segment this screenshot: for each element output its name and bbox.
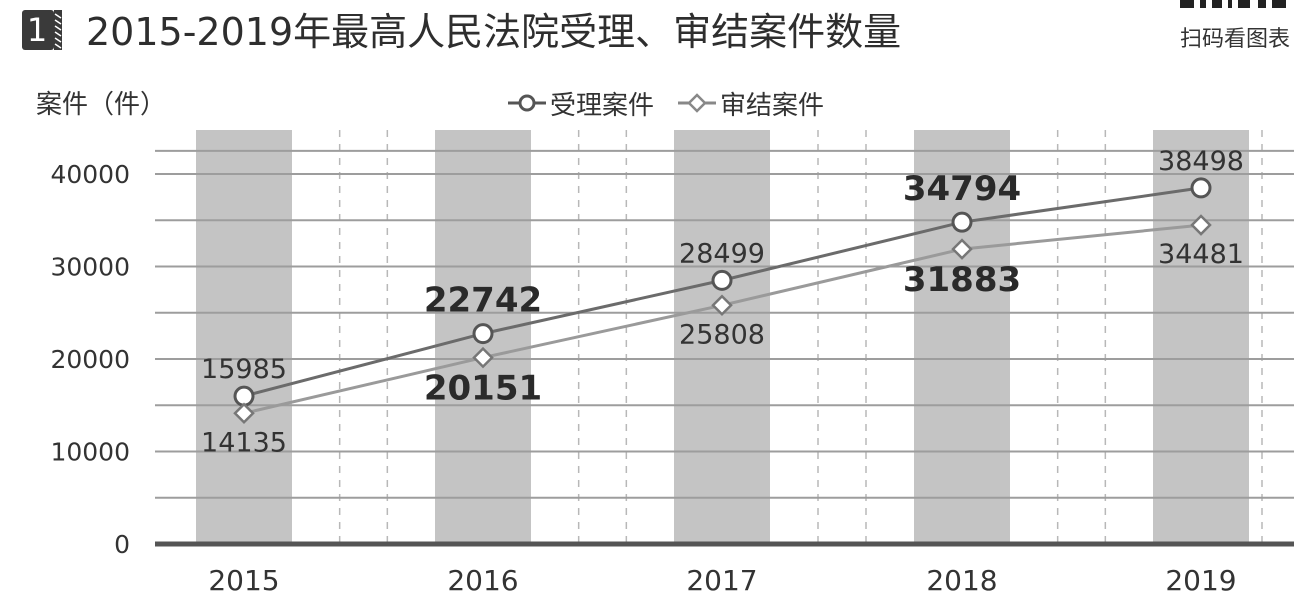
y-axis-label: 案件（件） xyxy=(36,90,167,120)
x-tick-label: 2016 xyxy=(447,564,518,597)
data-label-accepted: 34794 xyxy=(903,169,1021,209)
series-markers xyxy=(233,177,1212,425)
x-axis-ticks: 2015 2016 2017 2018 2019 xyxy=(208,564,1236,597)
year-band-2019 xyxy=(1153,130,1249,544)
data-point-concluded xyxy=(1190,214,1212,236)
x-tick-label: 2019 xyxy=(1165,564,1236,597)
year-band-2018 xyxy=(914,130,1010,544)
data-label-concluded: 20151 xyxy=(424,369,542,409)
legend-item-accepted: 受理案件 xyxy=(508,85,654,122)
diamond-marker-icon xyxy=(678,93,717,113)
data-point-concluded xyxy=(472,346,494,369)
y-tick-label: 30000 xyxy=(50,253,130,282)
y-tick-label: 0 xyxy=(114,530,130,559)
x-tick-label: 2017 xyxy=(686,564,757,597)
data-label-accepted: 38498 xyxy=(1158,146,1244,177)
x-tick-label: 2018 xyxy=(926,564,997,597)
data-point-concluded xyxy=(951,238,973,260)
data-point-concluded xyxy=(711,294,733,317)
y-tick-label: 10000 xyxy=(50,438,130,467)
data-label-concluded: 14135 xyxy=(201,427,287,458)
data-point-accepted xyxy=(472,323,494,345)
legend-label-concluded: 审结案件 xyxy=(720,90,825,121)
year-band-2017 xyxy=(674,130,770,544)
data-point-accepted xyxy=(233,385,255,407)
circle-marker-icon xyxy=(508,94,546,112)
data-point-accepted xyxy=(1190,177,1212,199)
horizontal-gridlines xyxy=(155,149,1294,499)
y-tick-label: 40000 xyxy=(50,160,130,189)
data-point-accepted xyxy=(711,269,733,291)
section-number: 1 xyxy=(26,11,48,49)
chart-title: 2015-2019年最高人民法院受理、审结案件数量 xyxy=(86,10,902,54)
legend: 受理案件 审结案件 xyxy=(508,85,824,122)
y-tick-label: 20000 xyxy=(50,345,130,374)
data-labels: 15985 22742 28499 34794 38498 14135 20151 25808… xyxy=(201,146,1244,458)
data-point-accepted xyxy=(951,211,973,233)
data-label-concluded: 34481 xyxy=(1158,239,1244,270)
y-axis-ticks: 0 10000 20000 30000 40000 xyxy=(50,160,130,559)
legend-item-concluded: 审结案件 xyxy=(678,85,824,122)
data-label-accepted: 22742 xyxy=(424,281,542,321)
data-label-accepted: 15985 xyxy=(201,354,287,385)
legend-label-accepted: 受理案件 xyxy=(550,90,655,121)
data-label-concluded: 31883 xyxy=(903,260,1021,300)
qr-code-fragment xyxy=(1180,0,1286,8)
data-label-accepted: 28499 xyxy=(679,238,765,269)
data-label-concluded: 25808 xyxy=(679,319,765,350)
section-number-badge xyxy=(22,10,62,50)
year-band-2015 xyxy=(196,130,292,544)
x-tick-label: 2015 xyxy=(208,564,279,597)
scan-qr-caption: 扫码看图表 xyxy=(1180,27,1291,52)
data-point-concluded xyxy=(233,402,255,425)
